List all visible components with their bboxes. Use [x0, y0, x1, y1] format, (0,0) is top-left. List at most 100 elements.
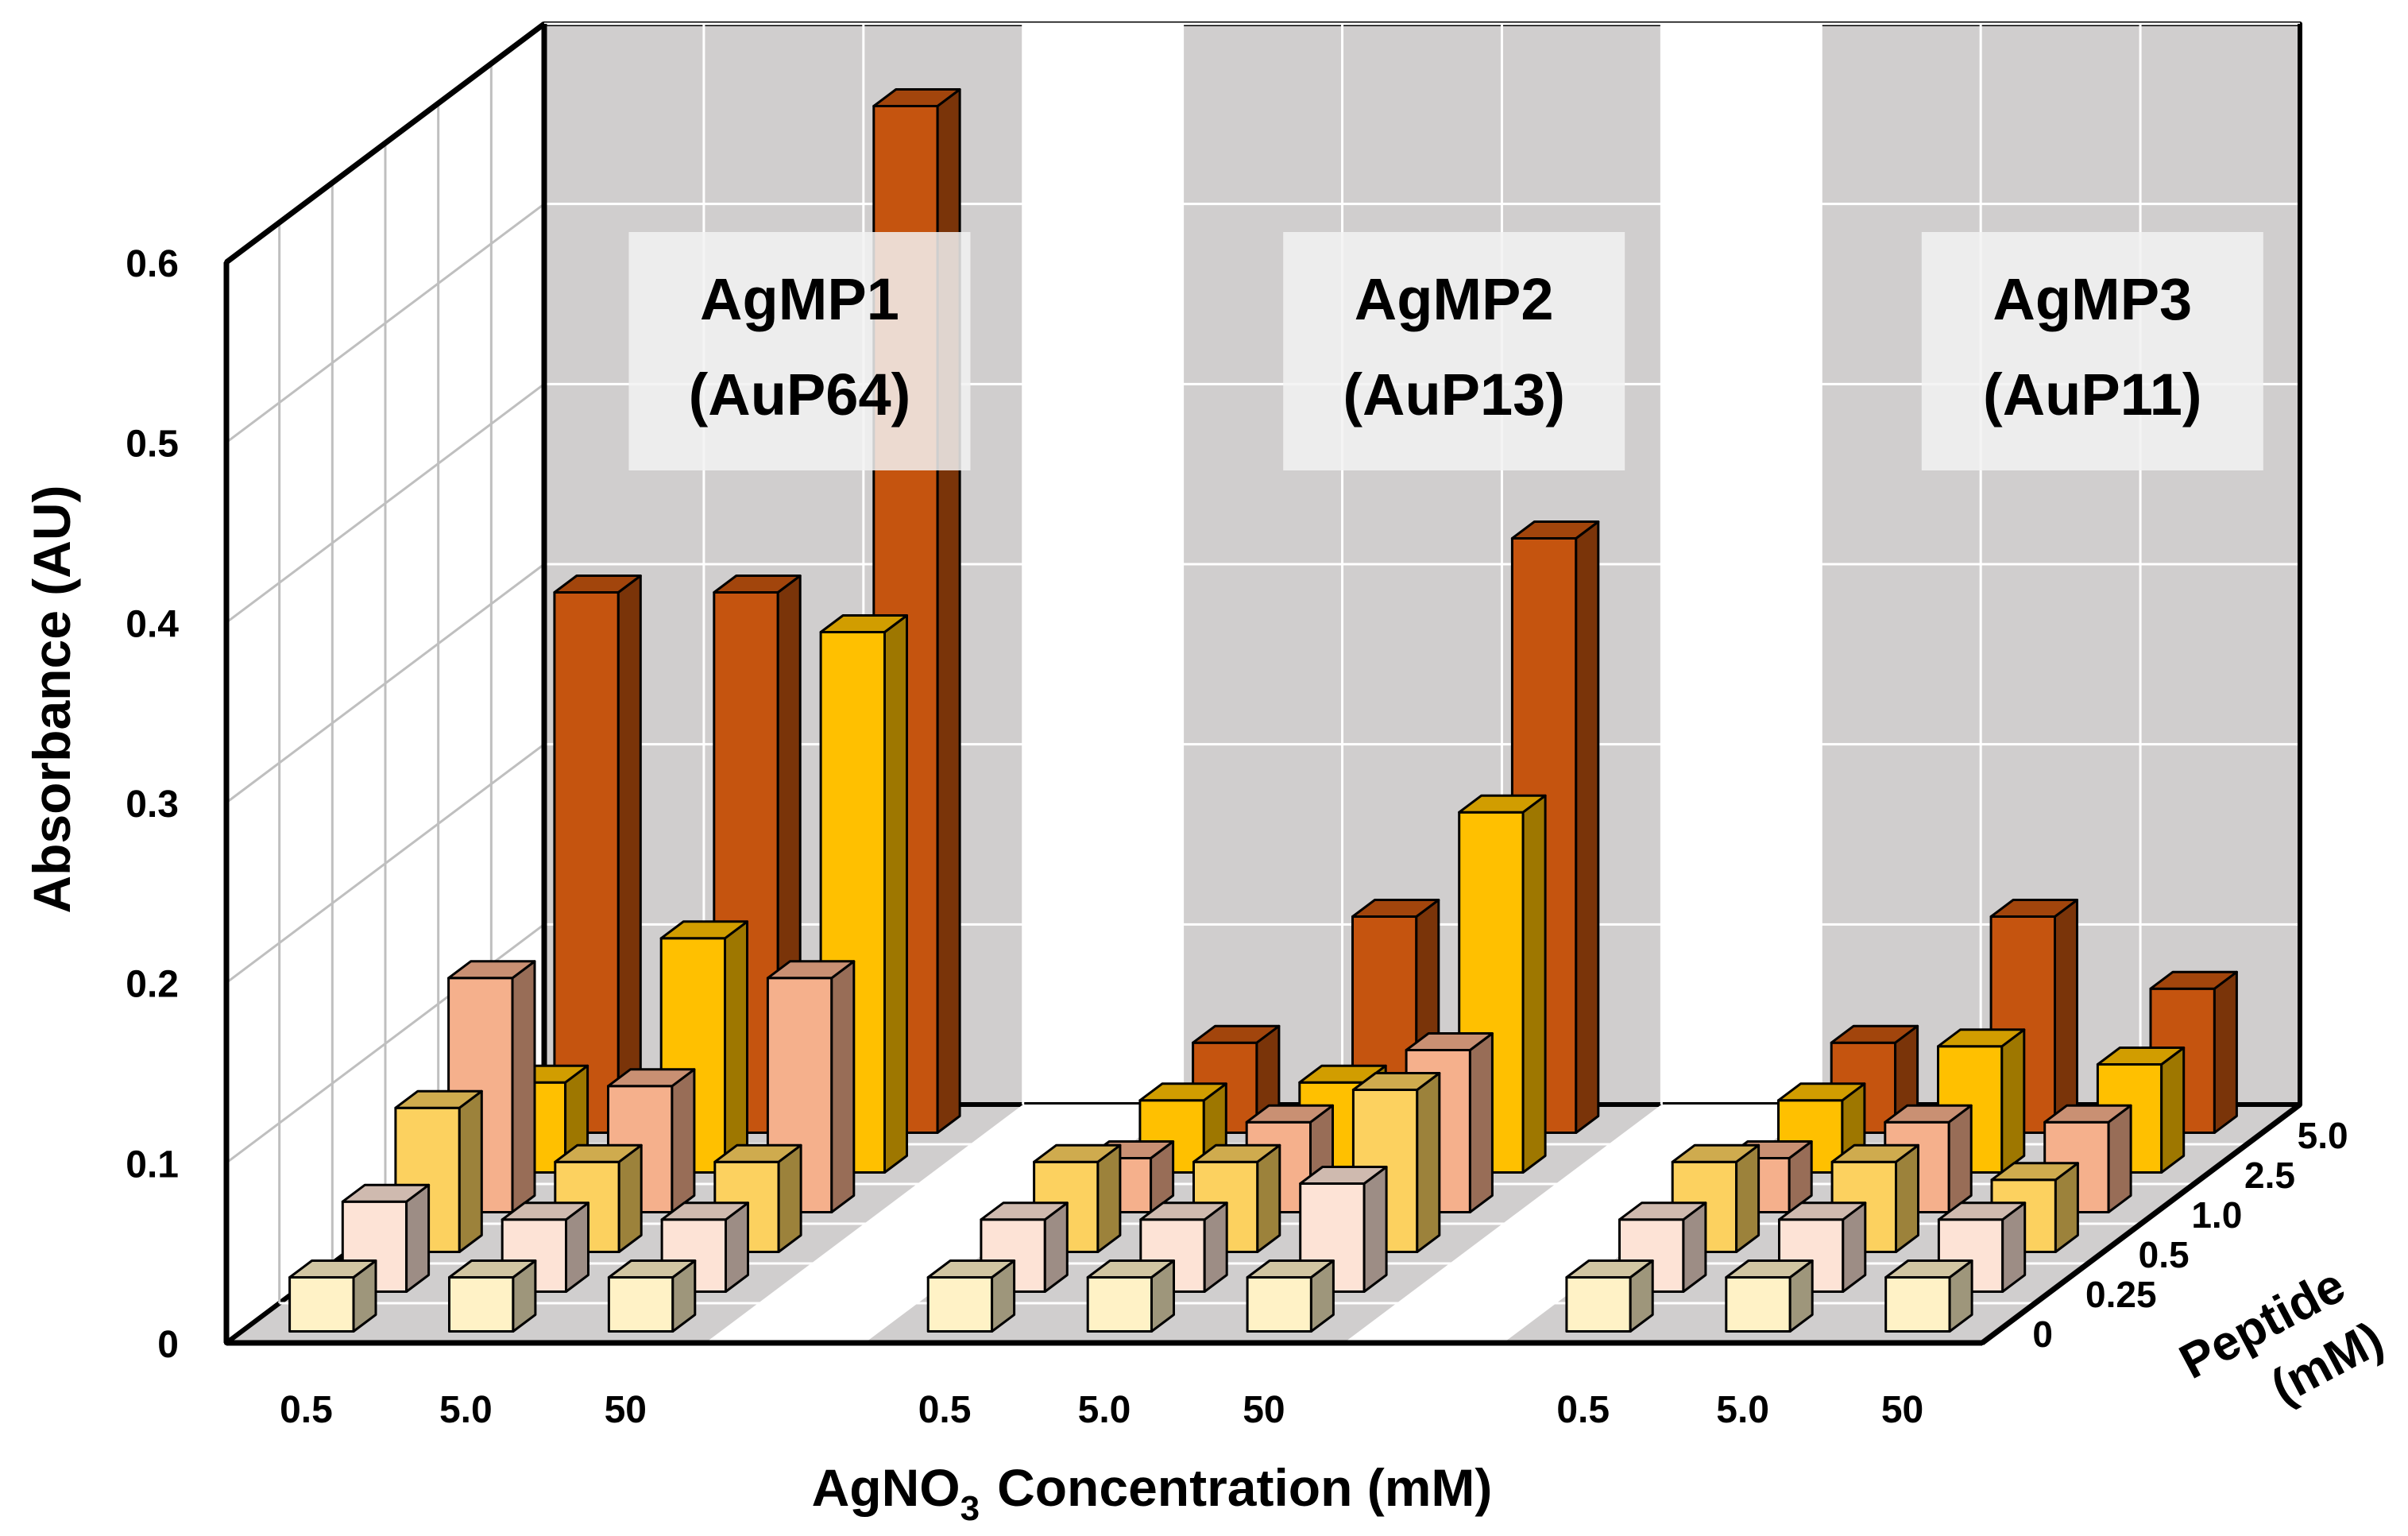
bar-top-face	[1298, 1064, 1387, 1084]
bar	[1565, 1259, 1654, 1333]
bar-top-face	[1246, 1259, 1335, 1279]
bar-front-face	[1246, 1276, 1312, 1333]
bar-side-face	[1947, 1104, 1973, 1213]
bar-side-face	[2213, 970, 2238, 1134]
x-tick-label: 5.0	[1078, 1389, 1131, 1431]
bar-top-face	[980, 1201, 1069, 1221]
bar-top-face	[1086, 1259, 1175, 1279]
y-tick-label: 0	[157, 1324, 179, 1366]
bar-side-face	[1256, 1143, 1281, 1253]
bar-top-face	[713, 1143, 802, 1163]
bar-top-face	[1725, 1259, 1814, 1279]
bar-top-face	[1990, 1162, 2079, 1182]
bar-front-face	[553, 591, 620, 1134]
bar-side-face	[2054, 899, 2078, 1134]
bar-side-face	[777, 1143, 802, 1253]
bar-top-face	[1192, 1024, 1281, 1044]
bar-top-face	[1884, 1104, 1973, 1124]
bar-top-face	[1458, 794, 1547, 814]
bar-top-face	[554, 1143, 643, 1163]
bar-top-face	[1989, 899, 2078, 918]
y-axis-title: Absorbance (AU)	[22, 485, 81, 913]
bar-side-face	[511, 960, 536, 1213]
bar-top-face	[553, 575, 642, 594]
bar	[1725, 1259, 1814, 1333]
bar-side-face	[616, 575, 642, 1134]
x-tick-label: 5.0	[439, 1389, 493, 1431]
x-tick-label: 0.5	[280, 1389, 333, 1431]
bar-side-face	[2000, 1028, 2026, 1174]
bar-top-face	[1778, 1201, 1867, 1221]
bar	[926, 1259, 1016, 1333]
x-axis-title-main: AgNO	[812, 1458, 960, 1517]
depth-axis-title: Peptide (mM)	[2171, 1252, 2397, 1448]
panel-label-box	[1921, 232, 2263, 470]
depth-tick-label: 0.5	[2139, 1234, 2190, 1275]
bar	[553, 575, 642, 1134]
depth-tick-label: 0.25	[2085, 1274, 2157, 1315]
bar-top-face	[1565, 1259, 1654, 1279]
y-tick-label: 0.3	[126, 783, 179, 826]
bar-side-face	[1735, 1143, 1761, 1253]
bar-front-face	[1086, 1276, 1153, 1333]
bar-front-face	[1884, 1276, 1951, 1333]
bar-top-face	[1351, 899, 1440, 918]
bar	[766, 960, 856, 1213]
bar	[1884, 1259, 1973, 1333]
depth-tick-label: 0	[2032, 1314, 2053, 1355]
bar-top-face	[926, 1259, 1016, 1279]
bar-top-face	[1405, 1032, 1494, 1051]
bar-top-face	[819, 614, 908, 633]
bar	[501, 1201, 589, 1293]
depth-tick-label: 5.0	[2298, 1115, 2348, 1156]
panel-label: (AuP11)	[1983, 362, 2202, 428]
bar-top-face	[872, 88, 961, 107]
bar-top-face	[659, 920, 748, 940]
bar-side-face	[724, 920, 748, 1174]
x-tick-label: 0.5	[1556, 1389, 1610, 1431]
x-axis-title-rest: Concentration (mM)	[997, 1458, 1492, 1517]
bar-top-face	[288, 1259, 377, 1279]
bar-top-face	[2043, 1104, 2132, 1124]
bar-side-face	[1895, 1143, 1919, 1253]
bar-side-face	[1575, 520, 1600, 1134]
bar-top-face	[341, 1183, 431, 1203]
bar-top-face	[1937, 1028, 2026, 1048]
bar-top-face	[1299, 1166, 1388, 1185]
bar-side-face	[1468, 1032, 1494, 1213]
bar-top-face	[1830, 1024, 1919, 1044]
bar-front-face	[1565, 1276, 1632, 1333]
bar	[288, 1259, 377, 1333]
bar-side-face	[671, 1068, 696, 1213]
panel-label-box	[628, 232, 971, 470]
bar-top-face	[607, 1068, 696, 1088]
panel-label: (AuP13)	[1343, 362, 1565, 428]
bar-side-face	[1521, 794, 1547, 1174]
bar-top-face	[394, 1089, 483, 1109]
bar-top-face	[448, 1259, 537, 1279]
bar-top-face	[1777, 1082, 1866, 1102]
y-tick-label: 0.1	[126, 1143, 179, 1186]
panel-label: AgMP3	[1992, 266, 2192, 332]
bar-top-face	[1192, 1143, 1281, 1163]
panel-label: AgMP2	[1355, 266, 1554, 332]
bar-top-face	[607, 1259, 697, 1279]
bar-front-face	[288, 1276, 355, 1333]
bar	[1086, 1259, 1175, 1333]
bar-top-face	[501, 1201, 589, 1221]
bar-side-face	[1362, 1166, 1388, 1293]
panel-label: AgMP1	[700, 266, 899, 332]
chart-labels: 0 0.1 0.2 0.3 0.4 0.5 0.6 0.5 5.0 50 0.5 5.0 50 0.5 5.…	[126, 232, 2348, 1431]
bar-side-face	[2160, 1047, 2186, 1174]
y-tick-label: 0.5	[126, 424, 179, 466]
x-axis-title-subscript: 3	[960, 1489, 980, 1528]
panel-label: (AuP64)	[689, 362, 911, 428]
bar-side-face	[2107, 1104, 2132, 1213]
bar-side-face	[458, 1089, 483, 1253]
bar	[341, 1183, 431, 1293]
bar-top-face	[1884, 1259, 1973, 1279]
bar	[448, 1259, 537, 1333]
x-tick-label: 50	[605, 1389, 647, 1431]
bar-side-face	[1416, 1072, 1441, 1253]
depth-tick-label: 2.5	[2244, 1155, 2295, 1196]
